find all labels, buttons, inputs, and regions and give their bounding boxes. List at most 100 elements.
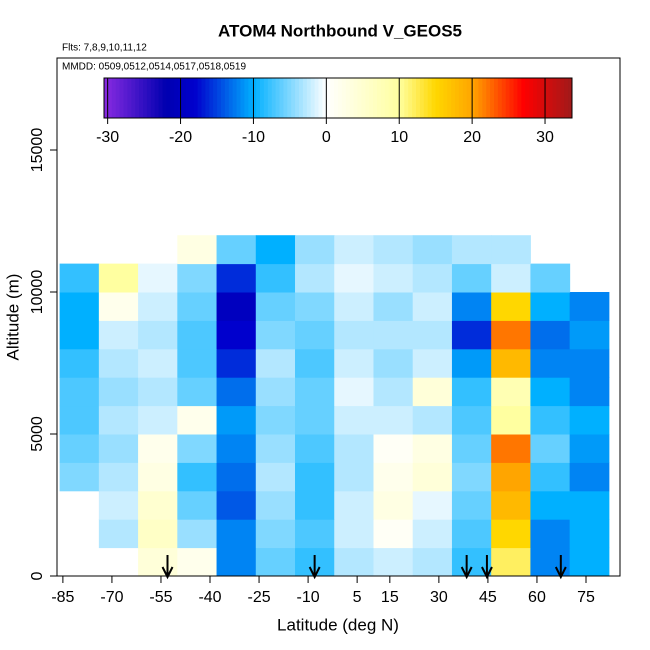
- heat-cell: [98, 377, 139, 407]
- heat-cell: [373, 292, 414, 321]
- colorbar-swatch: [560, 78, 565, 118]
- colorbar-swatch: [443, 78, 448, 118]
- y-axis-label: Altitude (m): [3, 274, 22, 361]
- heat-cell: [569, 547, 610, 577]
- heat-cell: [255, 490, 296, 520]
- heat-cell: [177, 263, 218, 293]
- colorbar-swatch: [373, 78, 378, 118]
- colorbar-swatch: [275, 78, 280, 118]
- heat-cell: [412, 292, 453, 321]
- heat-cell: [412, 263, 453, 293]
- plot-frame: [56, 57, 621, 577]
- heat-cell: [295, 434, 335, 463]
- colorbar-swatch: [564, 78, 569, 118]
- heat-cell: [255, 434, 296, 463]
- colorbar-swatch: [240, 78, 245, 118]
- colorbar-swatch: [107, 78, 113, 118]
- heat-cell: [295, 377, 335, 407]
- colorbar-swatch: [213, 78, 218, 118]
- colorbar-swatch: [400, 78, 405, 118]
- colorbar-swatch: [568, 78, 573, 118]
- colorbar-swatch: [474, 78, 479, 118]
- colorbar-swatch: [193, 78, 199, 118]
- colorbar-swatch: [478, 78, 483, 118]
- heat-cell: [295, 263, 335, 293]
- heat-cell: [373, 462, 414, 492]
- heat-cell: [255, 292, 296, 321]
- heat-cell: [138, 547, 178, 577]
- colorbar-swatch: [279, 78, 284, 118]
- heat-cell: [334, 434, 374, 463]
- heat-cell: [451, 377, 492, 407]
- heat-cell: [491, 547, 531, 577]
- heat-cell: [177, 377, 218, 407]
- heat-cell: [334, 292, 374, 321]
- heat-cell: [334, 547, 374, 577]
- heat-cell: [138, 519, 178, 549]
- heat-cell: [59, 320, 100, 350]
- colorbar-swatch: [252, 78, 257, 118]
- colorbar-swatch: [380, 78, 386, 118]
- colorbar-swatch: [287, 78, 292, 118]
- colorbar-swatch: [529, 78, 534, 118]
- heat-cell: [530, 462, 571, 492]
- heat-cell: [569, 320, 610, 350]
- heat-cell: [373, 434, 414, 463]
- colorbar-swatch: [119, 78, 124, 118]
- heat-cell: [373, 263, 414, 293]
- heat-cell: [138, 490, 178, 520]
- colorbar-swatch: [224, 78, 230, 118]
- heat-cell: [412, 547, 453, 577]
- colorbar-swatch: [431, 78, 436, 118]
- colorbar-swatch: [295, 78, 300, 118]
- heat-cell: [530, 434, 571, 463]
- heat-cell: [216, 377, 257, 407]
- heat-cell: [255, 235, 296, 265]
- colorbar-swatch: [221, 78, 226, 118]
- colorbar-swatch: [314, 78, 319, 118]
- heat-cell: [177, 320, 218, 350]
- colorbar-swatch: [369, 78, 374, 118]
- heat-cell: [569, 434, 610, 463]
- heat-cell: [177, 235, 218, 265]
- heat-cell: [412, 405, 453, 435]
- heat-cell: [216, 348, 257, 378]
- heat-cell: [451, 490, 492, 520]
- x-tick-label: -10: [297, 589, 320, 606]
- colorbar-swatch: [256, 78, 261, 118]
- colorbar-swatch: [423, 78, 429, 118]
- heat-cell: [255, 320, 296, 350]
- colorbar-swatch: [244, 78, 249, 118]
- heat-cell: [98, 320, 139, 350]
- colorbar-swatch: [232, 78, 238, 118]
- arrow-head: [308, 566, 321, 580]
- colorbar-swatch: [197, 78, 202, 118]
- colorbar-swatch: [505, 78, 511, 118]
- heat-cell: [334, 348, 374, 378]
- heat-cell: [295, 490, 335, 520]
- heat-cell: [334, 490, 374, 520]
- heat-cell: [334, 263, 374, 293]
- heat-cell: [59, 405, 100, 435]
- arrow-head: [481, 566, 493, 580]
- colorbar-swatch: [349, 78, 355, 118]
- colorbar-swatch: [115, 78, 121, 118]
- x-tick-label: 75: [577, 589, 595, 606]
- heat-cell: [491, 320, 531, 350]
- heat-cell: [373, 320, 414, 350]
- colorbar-swatch: [306, 78, 312, 118]
- heat-cell: [216, 263, 257, 293]
- colorbar-swatch: [209, 78, 214, 118]
- colorbar-swatch: [353, 78, 358, 118]
- colorbar-swatch: [174, 78, 179, 118]
- heat-cell: [412, 235, 453, 265]
- colorbar-swatch: [139, 78, 144, 118]
- colorbar-swatch: [143, 78, 148, 118]
- colorbar-swatch: [338, 78, 343, 118]
- arrow-head: [460, 566, 473, 580]
- heat-cell: [295, 292, 335, 321]
- colorbar-swatch: [154, 78, 160, 118]
- heat-cell: [98, 405, 139, 435]
- colorbar-swatch: [104, 78, 109, 118]
